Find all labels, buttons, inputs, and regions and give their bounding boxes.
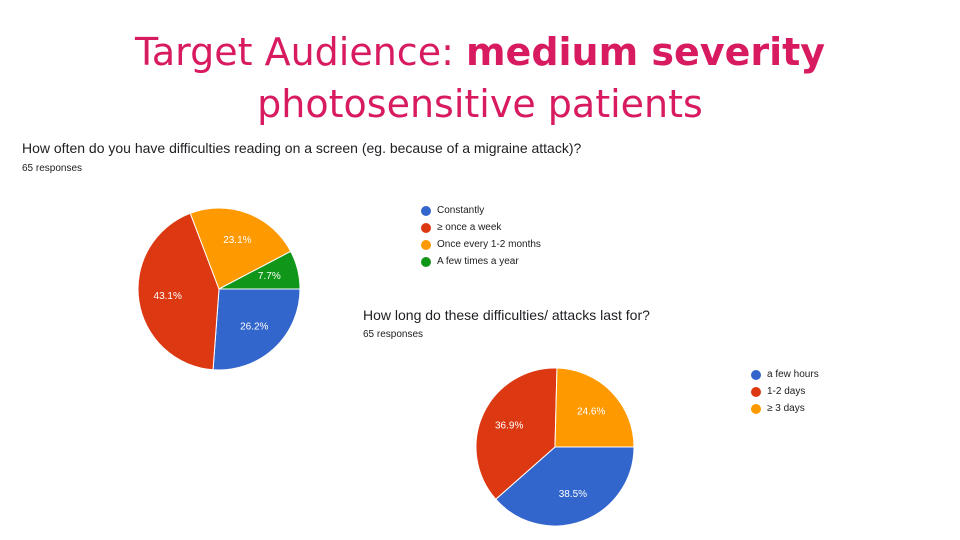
chart-1-legend: Constantly ≥ once a week Once every 1-2 mo… [421,202,541,270]
chart-2-title: How long do these difficulties/ attacks … [363,307,650,323]
pie-slice-label-constantly: 26.2% [240,322,268,333]
pie-slice-gte-3-days [554,367,635,448]
pie-slice-gte-once-a-week [137,212,220,371]
legend-swatch [751,369,761,380]
pie-slice-constantly [212,288,301,371]
legend-swatch [421,256,431,267]
legend-swatch [421,222,431,233]
legend-swatch [751,403,761,414]
pie-slice-label-gte-3-days: 24.6% [577,406,605,417]
legend-label: a few hours [767,369,819,380]
legend-item-once-every-1-2-months: Once every 1-2 months [421,236,541,253]
pie-slice-1-2-days [475,367,558,500]
legend-item-gte-once-a-week: ≥ once a week [421,219,541,236]
pie-slice-label-a-few-times-a-year: 7.7% [258,271,281,282]
legend-label: A few times a year [437,256,519,267]
legend-item-1-2-days: 1-2 days [751,383,819,400]
legend-item-a-few-times-a-year: A few times a year [421,253,541,270]
legend-item-constantly: Constantly [421,202,541,219]
legend-label: ≥ 3 days [767,403,805,414]
pie-slice-label-once-every-1-2-months: 23.1% [223,235,251,246]
legend-label: ≥ once a week [437,222,502,233]
chart-2-legend: a few hours 1-2 days ≥ 3 days [751,366,819,417]
pie-slice-once-every-1-2-months [189,207,292,290]
slide-title-emphasis: medium severity [465,30,826,74]
legend-swatch [421,205,431,216]
pie-slice-label-1-2-days: 36.9% [495,420,523,431]
chart-1-response-count: 65 responses [22,163,83,174]
chart-1-pie: 26.2% 43.1% 23.1% 7.7% [137,207,301,371]
chart-1-title: How often do you have difficulties readi… [22,140,582,156]
legend-item-gte-3-days: ≥ 3 days [751,400,819,417]
pie-slice-a-few-times-a-year [218,250,301,290]
chart-2-response-count: 65 responses [363,329,424,340]
pie-slice-a-few-hours [495,446,635,527]
legend-label: Once every 1-2 months [437,239,541,250]
slide-title: Target Audience: medium severity photosen… [0,26,960,130]
slide-title-line2: photosensitive patients [257,82,703,126]
legend-swatch [751,386,761,397]
pie-slice-label-a-few-hours: 38.5% [559,489,587,500]
pie-slice-label-gte-once-a-week: 43.1% [154,291,182,302]
legend-swatch [421,239,431,250]
legend-label: 1-2 days [767,386,806,397]
chart-2-pie: 38.5% 36.9% 24.6% [475,367,635,527]
legend-item-a-few-hours: a few hours [751,366,819,383]
legend-label: Constantly [437,205,485,216]
slide-title-prefix: Target Audience: [134,30,466,74]
